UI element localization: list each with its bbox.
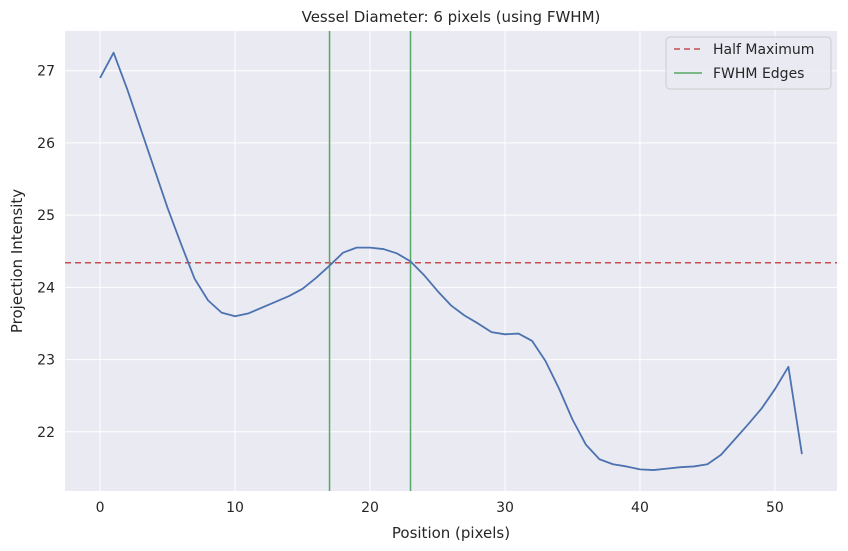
y-tick-label: 24 xyxy=(37,280,55,296)
legend-box xyxy=(665,36,832,90)
chart-title: Vessel Diameter: 6 pixels (using FWHM) xyxy=(302,8,601,26)
legend-fwhm-label: FWHM Edges xyxy=(713,66,804,82)
legend-half-max-label: Half Maximum xyxy=(713,42,814,58)
series-line xyxy=(99,51,803,471)
x-tick-label: 50 xyxy=(766,500,784,516)
y-axis-label: Projection Intensity xyxy=(8,189,26,333)
legend: Half Maximum FWHM Edges xyxy=(665,36,832,90)
y-tick-label: 25 xyxy=(37,208,55,224)
plot-area xyxy=(65,31,837,491)
y-tick-label: 27 xyxy=(37,64,55,80)
x-axis-label: Position (pixels) xyxy=(392,524,510,542)
x-tick-label: 0 xyxy=(96,500,105,516)
x-tick-label: 30 xyxy=(496,500,514,516)
x-tick-label: 20 xyxy=(361,500,379,516)
y-tick-label: 26 xyxy=(37,136,55,152)
x-tick-label: 40 xyxy=(631,500,649,516)
data-marks xyxy=(65,31,837,491)
y-tick-label: 23 xyxy=(37,353,55,369)
tick-labels: 0 10 20 30 40 50 22 23 24 25 26 27 xyxy=(37,64,784,516)
grid xyxy=(65,31,837,491)
y-tick-label: 22 xyxy=(37,425,55,441)
x-tick-label: 10 xyxy=(226,500,244,516)
